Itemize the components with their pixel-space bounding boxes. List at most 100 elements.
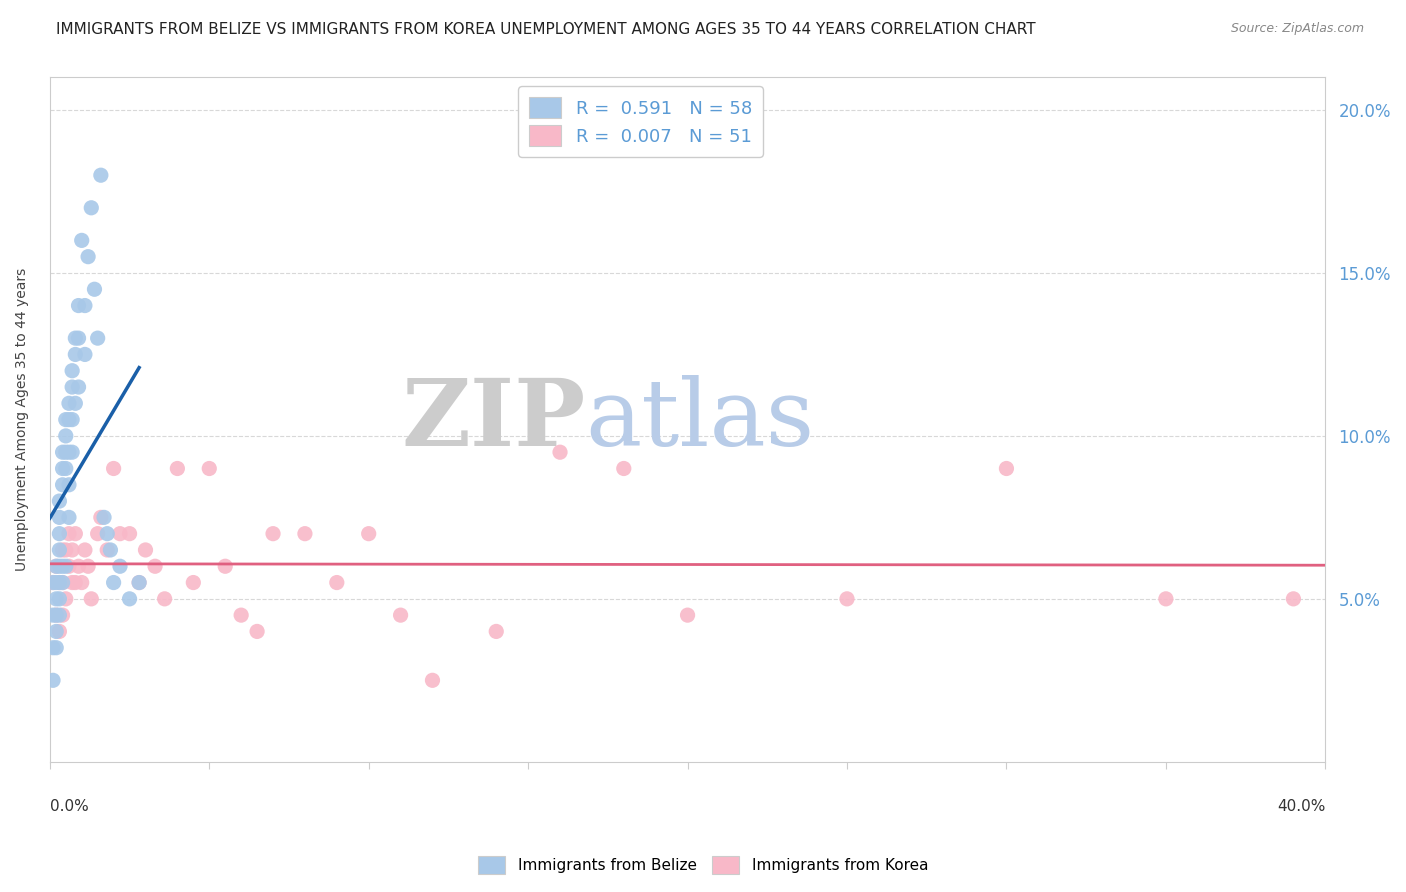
Point — [52, 608, 75, 623]
Point — [128, 575, 150, 590]
Point — [45, 559, 67, 574]
Point — [93, 510, 115, 524]
Point — [294, 526, 316, 541]
Point — [52, 543, 75, 558]
Point — [422, 673, 444, 688]
Point — [65, 347, 87, 361]
Point — [45, 624, 67, 639]
Point — [48, 575, 70, 590]
Text: ZIP: ZIP — [401, 375, 585, 465]
Point — [77, 250, 100, 264]
Point — [55, 559, 77, 574]
Point — [67, 299, 90, 313]
Legend: Immigrants from Belize, Immigrants from Korea: Immigrants from Belize, Immigrants from … — [472, 850, 934, 880]
Point — [60, 543, 83, 558]
Point — [67, 380, 90, 394]
Point — [48, 559, 70, 574]
Point — [55, 543, 77, 558]
Point — [52, 445, 75, 459]
Point — [60, 364, 83, 378]
Point — [48, 526, 70, 541]
Point — [58, 445, 80, 459]
Point — [45, 591, 67, 606]
Point — [73, 299, 96, 313]
Point — [55, 445, 77, 459]
Point — [86, 331, 108, 345]
Point — [548, 445, 571, 459]
Point — [153, 591, 176, 606]
Point — [103, 575, 125, 590]
Point — [86, 526, 108, 541]
Point — [42, 575, 65, 590]
Point — [231, 608, 253, 623]
Point — [90, 168, 112, 182]
Point — [108, 559, 131, 574]
Text: 40.0%: 40.0% — [1277, 799, 1326, 814]
Point — [48, 575, 70, 590]
Point — [389, 608, 412, 623]
Text: atlas: atlas — [585, 375, 815, 465]
Point — [58, 477, 80, 491]
Point — [326, 575, 349, 590]
Point — [166, 461, 188, 475]
Point — [42, 608, 65, 623]
Point — [67, 559, 90, 574]
Point — [55, 591, 77, 606]
Point — [108, 526, 131, 541]
Point — [118, 526, 141, 541]
Point — [73, 543, 96, 558]
Point — [52, 575, 75, 590]
Point — [60, 380, 83, 394]
Point — [77, 559, 100, 574]
Point — [198, 461, 221, 475]
Point — [357, 526, 380, 541]
Legend: R =  0.591   N = 58, R =  0.007   N = 51: R = 0.591 N = 58, R = 0.007 N = 51 — [517, 87, 763, 157]
Point — [48, 591, 70, 606]
Point — [83, 282, 105, 296]
Y-axis label: Unemployment Among Ages 35 to 44 years: Unemployment Among Ages 35 to 44 years — [15, 268, 30, 571]
Point — [485, 624, 508, 639]
Point — [65, 396, 87, 410]
Point — [103, 461, 125, 475]
Point — [45, 575, 67, 590]
Point — [181, 575, 204, 590]
Point — [52, 559, 75, 574]
Point — [60, 575, 83, 590]
Point — [96, 526, 118, 541]
Point — [118, 591, 141, 606]
Point — [995, 461, 1018, 475]
Point — [45, 608, 67, 623]
Point — [214, 559, 236, 574]
Point — [65, 526, 87, 541]
Point — [42, 575, 65, 590]
Point — [676, 608, 699, 623]
Point — [48, 543, 70, 558]
Point — [52, 477, 75, 491]
Point — [65, 331, 87, 345]
Point — [80, 591, 103, 606]
Point — [55, 412, 77, 426]
Point — [60, 445, 83, 459]
Point — [55, 461, 77, 475]
Point — [42, 673, 65, 688]
Point — [835, 591, 858, 606]
Point — [80, 201, 103, 215]
Text: IMMIGRANTS FROM BELIZE VS IMMIGRANTS FROM KOREA UNEMPLOYMENT AMONG AGES 35 TO 44: IMMIGRANTS FROM BELIZE VS IMMIGRANTS FRO… — [56, 22, 1036, 37]
Point — [58, 412, 80, 426]
Point — [58, 526, 80, 541]
Point — [45, 559, 67, 574]
Point — [73, 347, 96, 361]
Point — [42, 640, 65, 655]
Point — [262, 526, 284, 541]
Point — [45, 640, 67, 655]
Point — [143, 559, 166, 574]
Point — [96, 543, 118, 558]
Point — [48, 510, 70, 524]
Point — [90, 510, 112, 524]
Point — [48, 608, 70, 623]
Point — [246, 624, 269, 639]
Text: Source: ZipAtlas.com: Source: ZipAtlas.com — [1230, 22, 1364, 36]
Point — [70, 233, 93, 247]
Point — [52, 461, 75, 475]
Point — [1282, 591, 1305, 606]
